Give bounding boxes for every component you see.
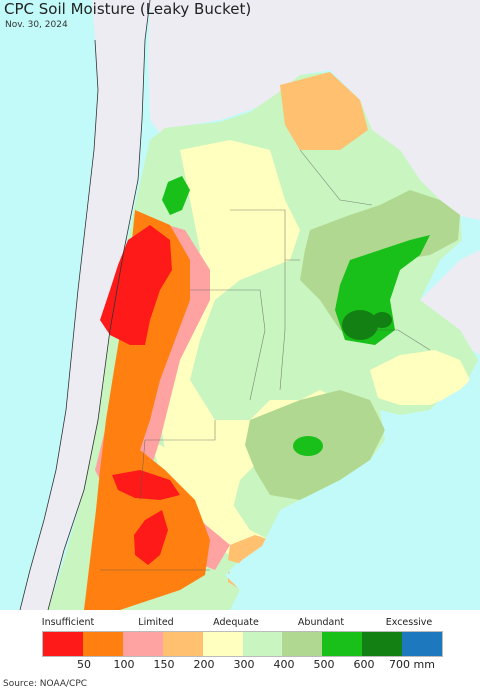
page-title: CPC Soil Moisture (Leaky Bucket) bbox=[4, 0, 252, 18]
legend-tick: 300 bbox=[233, 658, 255, 671]
legend-swatch bbox=[122, 632, 163, 656]
legend-swatch bbox=[402, 632, 443, 656]
region-light-orange-north bbox=[280, 72, 368, 150]
legend-label-adequate: Adequate bbox=[213, 617, 259, 628]
chile-land bbox=[20, 0, 150, 610]
legend-swatch bbox=[202, 632, 243, 656]
region-green-south bbox=[293, 436, 323, 456]
outside-land-east bbox=[148, 0, 480, 220]
soil-moisture-map bbox=[0, 0, 480, 610]
legend-tick: 700 mm bbox=[389, 658, 435, 671]
region-dark-green-core bbox=[342, 310, 378, 340]
legend-swatch bbox=[242, 632, 283, 656]
legend-swatch bbox=[162, 632, 203, 656]
legend-swatch bbox=[282, 632, 323, 656]
region-red-south-2 bbox=[134, 510, 168, 565]
legend-tick: 500 bbox=[313, 658, 335, 671]
legend-label-excessive: Excessive bbox=[385, 617, 433, 628]
legend-tick: 200 bbox=[193, 658, 215, 671]
legend-tick: 150 bbox=[153, 658, 175, 671]
legend-color-bar bbox=[42, 631, 443, 657]
legend-tick: 100 bbox=[113, 658, 135, 671]
region-dark-green-core-2 bbox=[372, 312, 392, 328]
region-orange bbox=[84, 210, 210, 610]
region-red-south bbox=[112, 470, 180, 500]
legend-tick: 600 bbox=[353, 658, 375, 671]
source-note: Source: NOAA/CPC bbox=[3, 679, 88, 689]
region-cream-south bbox=[150, 440, 270, 560]
date-label: Nov. 30, 2024 bbox=[5, 20, 68, 30]
legend: Insufficient Limited Adequate Abundant E… bbox=[0, 612, 480, 672]
legend-tick: 50 bbox=[77, 658, 91, 671]
region-red-north bbox=[100, 225, 172, 345]
chile-coastline bbox=[19, 39, 99, 610]
legend-swatch bbox=[82, 632, 123, 656]
legend-swatch bbox=[362, 632, 403, 656]
legend-label-limited: Limited bbox=[138, 617, 174, 628]
region-uruguay-cream bbox=[370, 350, 470, 405]
legend-label-abundant: Abundant bbox=[297, 617, 345, 628]
legend-swatch bbox=[322, 632, 363, 656]
region-green-north bbox=[162, 176, 190, 215]
legend-tick: 400 bbox=[273, 658, 295, 671]
andes-border bbox=[47, 0, 151, 610]
outside-land-north bbox=[150, 0, 480, 355]
border-lines bbox=[100, 149, 431, 571]
legend-label-insufficient: Insufficient bbox=[41, 617, 95, 628]
atlantic bbox=[226, 360, 480, 610]
legend-swatch bbox=[43, 632, 83, 656]
